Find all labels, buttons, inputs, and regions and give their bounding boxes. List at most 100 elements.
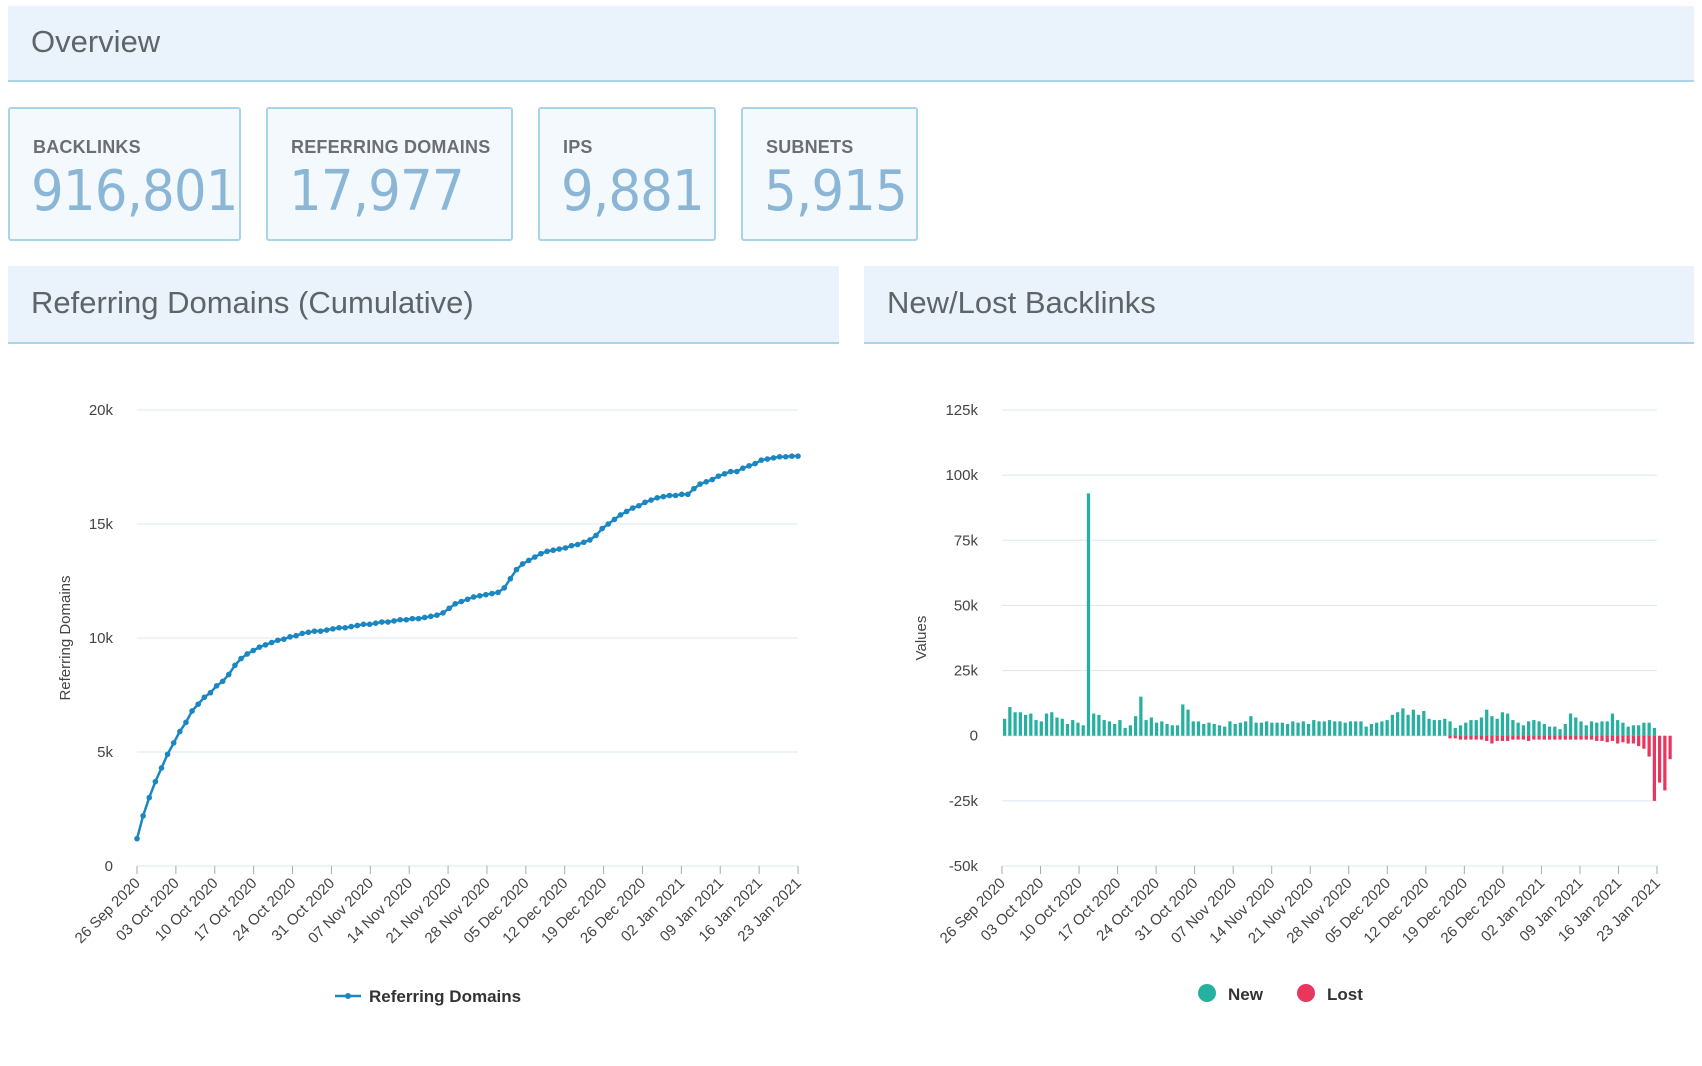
data-point	[232, 662, 238, 669]
bar-new	[1553, 726, 1557, 736]
data-point	[348, 623, 355, 630]
data-point	[642, 499, 648, 506]
bar-new	[1160, 721, 1164, 736]
legend-marker-new	[1198, 984, 1216, 1002]
bar-new	[1039, 721, 1043, 736]
data-point	[550, 547, 556, 554]
bar-lost	[1652, 735, 1657, 801]
bar-new	[1521, 725, 1526, 736]
data-point	[201, 694, 208, 701]
data-point	[672, 492, 679, 499]
bar-new	[1411, 709, 1415, 736]
bar-new	[1385, 720, 1389, 736]
bar-new	[1097, 714, 1101, 736]
bar-new	[1154, 722, 1159, 736]
bar-new	[1296, 722, 1300, 736]
data-point	[580, 539, 587, 546]
data-point	[562, 545, 569, 551]
stat-card-ips[interactable]: IPS 9,881	[538, 107, 716, 241]
bar-new	[1563, 723, 1567, 736]
data-point	[685, 491, 691, 498]
bar-new	[1453, 727, 1457, 736]
data-point	[305, 629, 312, 636]
data-point	[519, 561, 526, 567]
data-point	[354, 622, 361, 629]
bar-new	[1259, 722, 1264, 736]
data-point	[195, 701, 202, 707]
bar-new	[1532, 720, 1536, 736]
data-point	[213, 683, 220, 689]
bar-new	[1595, 722, 1599, 736]
bar-new	[1490, 716, 1494, 736]
data-point	[538, 550, 544, 557]
bar-new	[1196, 721, 1201, 736]
bar-lost	[1616, 735, 1620, 744]
bar-new	[1092, 713, 1096, 736]
bar-lost	[1647, 735, 1651, 757]
data-point	[611, 516, 618, 523]
bar-new	[1333, 721, 1337, 736]
bar-new	[1500, 712, 1505, 736]
data-point	[464, 596, 471, 603]
data-point	[795, 453, 801, 459]
data-point	[605, 521, 612, 527]
data-point	[727, 468, 734, 475]
stat-card-referring-domains[interactable]: REFERRING DOMAINS 17,977	[266, 107, 513, 241]
data-point	[342, 624, 348, 631]
data-point	[446, 605, 452, 612]
bar-new	[1506, 713, 1510, 736]
bar-new	[1375, 722, 1379, 736]
data-point	[366, 621, 373, 628]
bar-new	[1354, 721, 1358, 736]
bar-new	[1123, 727, 1127, 736]
bar-lost	[1532, 735, 1536, 740]
bar-new	[1128, 725, 1133, 736]
bar-new	[1369, 723, 1374, 736]
bar-new	[1013, 712, 1017, 736]
bar-lost	[1574, 735, 1578, 740]
data-point	[152, 778, 159, 785]
bar-new	[1076, 722, 1080, 736]
bar-new	[1395, 712, 1400, 736]
stat-card-subnets[interactable]: SUBNETS 5,915	[741, 107, 918, 241]
data-point	[385, 619, 391, 625]
data-point	[587, 537, 593, 543]
bar-new	[1448, 721, 1452, 736]
bar-new	[1086, 493, 1091, 736]
bar-new	[1458, 725, 1463, 736]
bar-new	[1526, 721, 1531, 736]
overview-header: Overview	[8, 6, 1694, 82]
stat-label: IPS	[563, 137, 593, 157]
bar-new	[1018, 712, 1022, 736]
stat-label: BACKLINKS	[33, 137, 141, 157]
data-point	[415, 615, 422, 622]
bar-new	[1474, 720, 1478, 736]
bar-lost	[1621, 735, 1625, 743]
bar-new	[1071, 720, 1075, 736]
y-axis-label: Values	[913, 616, 930, 661]
bar-new	[1254, 722, 1258, 736]
data-point	[427, 613, 434, 620]
y-tick-label: 50k	[954, 597, 979, 614]
bar-new	[1422, 710, 1426, 736]
data-point	[629, 505, 636, 511]
bar-new	[1165, 723, 1169, 736]
bar-lost	[1637, 735, 1641, 747]
bar-lost	[1626, 735, 1630, 744]
y-tick-label: 15k	[89, 516, 114, 533]
data-point	[177, 728, 183, 735]
bar-new	[1511, 720, 1515, 736]
data-point	[207, 689, 214, 696]
data-point	[721, 471, 728, 477]
data-point	[525, 557, 532, 564]
data-point	[183, 719, 189, 726]
bar-lost	[1448, 735, 1452, 739]
bar-new	[1238, 722, 1243, 736]
bar-new	[1060, 718, 1064, 736]
stat-label: SUBNETS	[766, 137, 854, 157]
data-point	[733, 468, 740, 475]
stat-card-backlinks[interactable]: BACKLINKS 916,801	[8, 107, 241, 241]
bar-new	[1589, 721, 1594, 736]
stat-value: 916,801	[31, 159, 239, 224]
